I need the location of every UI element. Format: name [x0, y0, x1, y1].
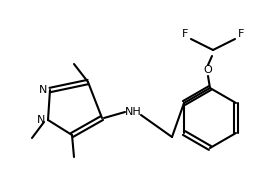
Text: N: N: [37, 115, 45, 125]
Text: NH: NH: [125, 107, 141, 117]
Text: N: N: [39, 85, 47, 95]
Text: F: F: [182, 29, 188, 39]
Text: O: O: [204, 65, 212, 75]
Text: F: F: [238, 29, 244, 39]
